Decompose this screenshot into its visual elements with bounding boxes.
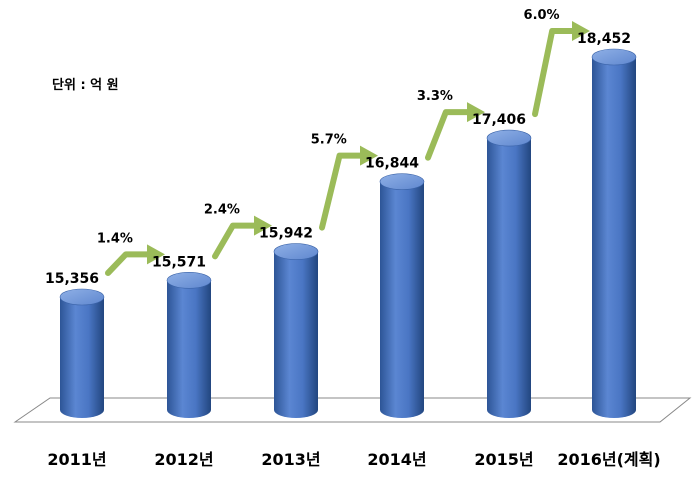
arrow-line — [425, 109, 472, 161]
bar-body — [167, 280, 211, 418]
bar-body — [380, 181, 424, 418]
arrow-line — [532, 28, 577, 118]
arrow-head — [467, 102, 485, 123]
value-label: 18,452 — [577, 31, 631, 47]
growth-label: 6.0% — [524, 8, 560, 23]
value-label: 15,356 — [45, 271, 99, 287]
arrow-head — [572, 21, 590, 41]
bar-body — [60, 297, 104, 418]
growth-arrow-5 — [532, 21, 590, 118]
bar-2 — [166, 272, 212, 418]
growth-label: 2.4% — [204, 203, 240, 218]
bar-top — [591, 48, 637, 66]
value-label: 15,571 — [152, 254, 206, 270]
bar-top — [59, 288, 105, 306]
bar-body — [592, 57, 636, 418]
chart-floor — [13, 397, 692, 423]
bar-top — [273, 243, 319, 260]
bar-6 — [591, 48, 637, 418]
bar-5 — [486, 129, 532, 418]
arrow-line — [105, 251, 152, 276]
arrow-head — [254, 215, 272, 236]
bar-3 — [273, 243, 319, 418]
bar-top — [486, 129, 532, 147]
growth-arrow-1 — [105, 244, 165, 276]
arrow-head — [360, 145, 378, 166]
growth-label: 1.4% — [97, 231, 133, 246]
arrow-head — [147, 244, 165, 265]
category-label: 2014년 — [367, 450, 426, 469]
bar-body — [274, 251, 318, 418]
value-label: 16,844 — [365, 156, 419, 172]
value-label: 17,406 — [472, 112, 526, 128]
bar-body — [487, 138, 531, 418]
labels-layer: 15,356 2011년 15,571 2012년 15,942 2013년 16,844 2… — [45, 8, 661, 469]
category-label: 2012년 — [154, 450, 213, 469]
bar-1 — [59, 288, 105, 418]
arrow-line — [319, 152, 365, 231]
arrow-line — [212, 222, 259, 260]
growth-label: 3.3% — [417, 89, 453, 104]
category-label: 2016년(계획) — [557, 450, 660, 469]
category-label: 2013년 — [261, 450, 320, 469]
growth-label: 5.7% — [311, 133, 347, 148]
bars-layer — [59, 48, 637, 418]
growth-arrow-4 — [425, 102, 485, 161]
value-label: 15,942 — [259, 226, 313, 242]
bar-top — [379, 173, 425, 190]
category-label: 2011년 — [47, 450, 106, 469]
growth-arrow-3 — [319, 145, 378, 231]
arrows-layer — [105, 21, 590, 276]
bar-top — [166, 272, 212, 289]
bar-4 — [379, 173, 425, 418]
category-label: 2015년 — [474, 450, 533, 469]
unit-label: 단위 : 억 원 — [52, 78, 119, 93]
growth-arrow-2 — [212, 215, 272, 260]
